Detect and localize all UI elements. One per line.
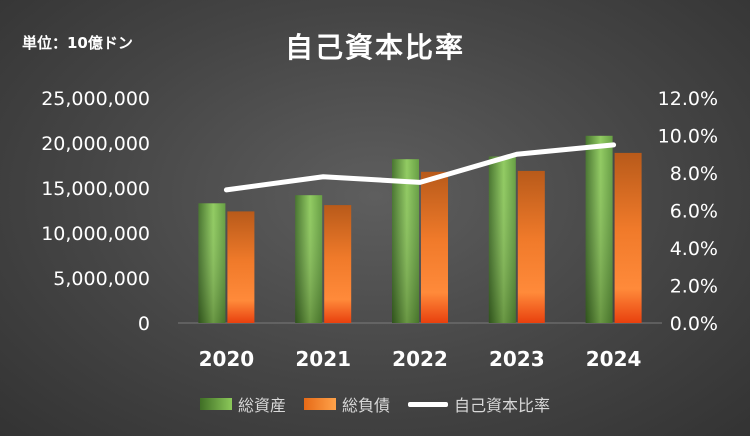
left-tick-label: 0 [138, 313, 150, 335]
left-tick-label: 15,000,000 [41, 178, 150, 200]
bar-liabilities [324, 205, 352, 323]
bar-liabilities [517, 170, 545, 323]
right-tick-label: 12.0% [658, 88, 718, 110]
bar-liabilities [614, 152, 642, 323]
bar-assets-shade [392, 159, 419, 323]
unit-label: 単位：10億ドン [22, 34, 133, 52]
left-tick-label: 20,000,000 [41, 133, 150, 155]
chart-title: 自己資本比率 [284, 31, 465, 64]
right-tick-label: 0.0% [670, 313, 718, 335]
bar-series [198, 135, 642, 323]
bar-assets-shade [198, 203, 226, 323]
bar-liabilities [227, 211, 255, 323]
legend-item-assets: 総資産 [199, 392, 286, 416]
legend-item-liabilities: 総負債 [303, 392, 390, 416]
right-tick-label: 2.0% [670, 276, 718, 298]
category-label: 2021 [295, 347, 351, 371]
left-tick-label: 25,000,000 [41, 88, 150, 110]
bar-assets-shade [488, 156, 516, 323]
legend-label-assets: 総資産 [237, 396, 286, 415]
legend-swatch-assets [199, 398, 232, 410]
category-label: 2022 [392, 347, 448, 371]
legend-swatch-ratio [408, 401, 448, 407]
category-label: 2023 [489, 347, 545, 371]
legend-item-ratio: 自己資本比率 [408, 392, 550, 416]
right-axis: 0.0% 2.0% 4.0% 6.0% 8.0% 10.0% 12.0% [658, 88, 718, 335]
bar-liabilities [421, 171, 448, 323]
left-tick-label: 5,000,000 [53, 268, 150, 290]
ratio-series [223, 142, 617, 193]
left-axis: 0 5,000,000 10,000,000 15,000,000 20,000,000… [41, 88, 150, 335]
category-label: 2024 [586, 347, 642, 371]
legend-label-liabilities: 総負債 [341, 396, 390, 415]
legend-label-ratio: 自己資本比率 [454, 396, 551, 415]
legend: 総資産 総負債 自己資本比率 [0, 392, 750, 416]
category-labels: 2020 2021 2022 2023 2024 [199, 347, 642, 371]
bar-assets-shade [585, 135, 613, 323]
right-tick-label: 8.0% [670, 163, 718, 185]
right-tick-label: 4.0% [670, 238, 718, 260]
category-label: 2020 [199, 347, 255, 371]
right-tick-label: 6.0% [670, 201, 718, 223]
left-tick-label: 10,000,000 [41, 223, 150, 245]
bar-assets-shade [295, 195, 323, 323]
right-tick-label: 10.0% [658, 126, 718, 148]
legend-swatch-liabilities [303, 398, 336, 410]
ratio-line [223, 142, 617, 193]
